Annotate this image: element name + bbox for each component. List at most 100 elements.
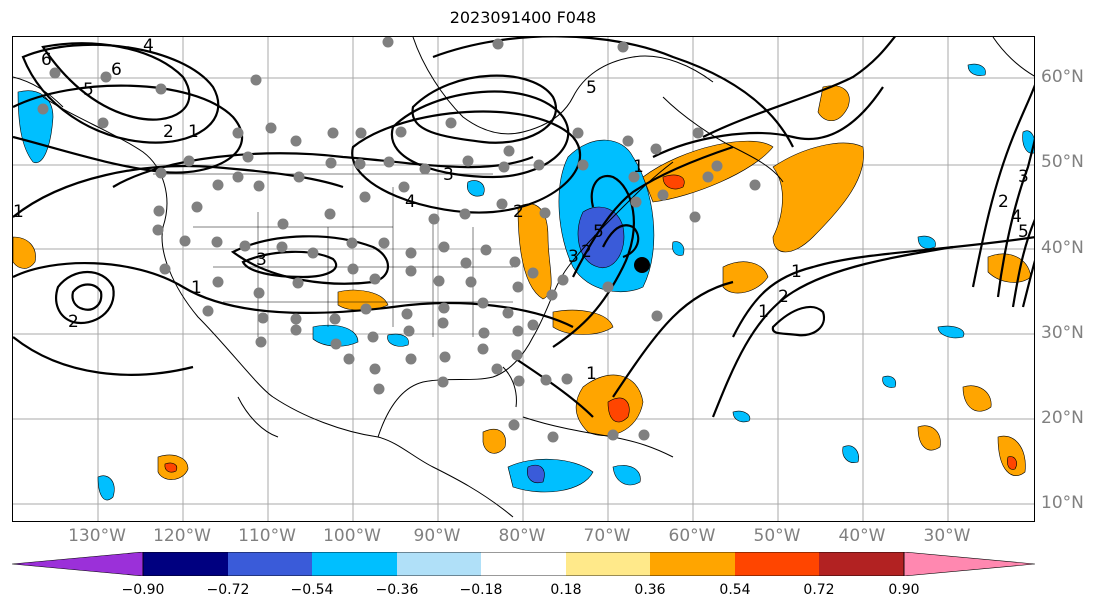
station-marker [327,127,339,139]
station-marker [343,353,355,365]
blob-negative-atl-3 [732,410,751,423]
station-marker [232,171,244,183]
blob-positive-far-east [997,435,1026,476]
colorbar-tick: 0.90 [888,582,920,598]
blob-negative-gulf [312,324,359,347]
contour-label: 3 [443,165,454,185]
station-marker [477,343,489,355]
station-marker [354,158,366,170]
contour-label: 4 [143,37,154,56]
station-marker [498,161,510,173]
colorbar-tick: −0.90 [121,582,165,598]
station-marker [155,167,167,179]
station-marker [602,281,614,293]
colorbar-segment [566,552,650,576]
contour-label: 1 [586,364,597,384]
station-marker [651,310,663,322]
station-marker [428,213,440,225]
lon-label-80w: 80°W [498,526,546,546]
station-marker [253,287,265,299]
contour-label: 6 [111,60,122,80]
station-marker [330,338,342,350]
station-marker [512,281,524,293]
colorbar-tick: −0.72 [206,582,250,598]
station-marker [152,224,164,236]
contour-label: 6 [41,50,52,70]
station-marker [277,218,289,230]
blob-positive-mid [722,261,769,294]
station-marker [212,179,224,191]
blob-positive-atlantic [772,142,864,253]
contour-label: 3 [568,247,579,267]
station-marker [496,198,508,210]
station-marker [405,247,417,259]
station-marker [292,277,304,289]
station-marker [702,171,714,183]
map-title: 2023091400 F048 [449,8,597,27]
contour-label: 2 [513,202,524,222]
contour-label: 1 [791,262,802,282]
station-marker [155,83,167,95]
contour-label: 2 [68,312,79,332]
station-marker [276,241,288,253]
station-marker [324,208,336,220]
station-marker [439,351,451,363]
colorbar-segment [228,552,312,576]
blob-negative-pacific [97,475,115,501]
colorbar-segment [397,552,481,576]
station-marker [539,207,551,219]
shaded-anomalies [13,63,1034,501]
blob-negative-central-am [507,458,594,493]
station-marker [405,265,417,277]
station-marker [465,276,477,288]
lon-label-120w: 120°W [153,526,211,546]
station-marker [100,71,112,83]
contour-label: 1 [758,302,769,322]
station-marker [346,237,358,249]
blob-negative-atl-1 [917,235,936,249]
map-panel[interactable]: 6 4 6 5 2 1 5 1 4 3 3 2 1 2 1 5 3 2 1 2 … [12,36,1035,522]
station-marker [419,163,431,175]
contour-label: 3 [1018,167,1029,187]
station-marker [403,325,415,337]
station-marker [527,319,539,331]
lon-label-50w: 50°W [753,526,801,546]
blob-positive-caribbean-core [607,397,630,423]
station-marker [462,155,474,167]
station-marker [511,349,523,361]
station-marker [749,179,761,191]
station-marker [97,117,109,129]
station-marker [232,127,244,139]
blob-positive-tropic [917,425,941,451]
station-marker [239,240,251,252]
station-marker [617,41,629,53]
station-marker [290,313,302,325]
station-marker [257,312,269,324]
blob-negative-atl-4 [842,445,859,463]
station-marker [405,353,417,365]
lat-label-60n: 60°N [1041,67,1084,87]
station-marker [477,297,489,309]
station-markers [37,37,761,443]
lon-label-130w: 130°W [68,526,126,546]
blob-negative-gulf-2 [672,241,685,256]
lon-label-60w: 60°W [668,526,716,546]
colorbar [11,551,1036,580]
station-marker [153,205,165,217]
station-marker [191,201,203,213]
station-marker [347,263,359,275]
contour-label: 5 [1018,222,1029,242]
colorbar-tick: −0.54 [290,582,334,598]
contour-label: 4 [405,192,416,212]
contour-label: 2 [581,242,592,262]
station-marker [638,429,650,441]
contour-label: 5 [83,80,94,100]
station-marker [383,156,395,168]
blob-positive-cen-am [482,428,506,454]
station-marker [527,267,539,279]
station-marker [307,247,319,259]
blob-positive-e-atl [987,253,1032,283]
station-marker [492,38,504,50]
colorbar-segment [143,552,228,576]
station-marker [355,127,367,139]
